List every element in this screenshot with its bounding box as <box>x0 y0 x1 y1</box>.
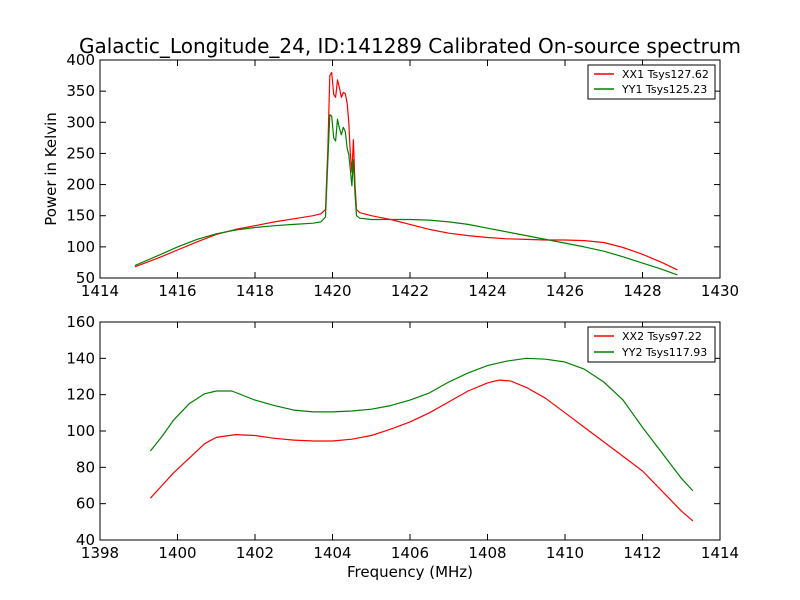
top-plot-series-line-1 <box>134 71 678 271</box>
bottom-plot-x-tick-label: 1410 <box>546 544 584 562</box>
bottom-plot-series-line-1 <box>149 379 694 522</box>
top-plot-legend: XX1 Tsys127.62 YY1 Tsys125.23 <box>587 64 716 100</box>
bottom-plot-x-tick-label: 1414 <box>701 544 739 562</box>
top-plot-y-tick-label: 100 <box>66 238 95 256</box>
top-plot-x-tick-label: 1416 <box>158 282 196 300</box>
bottom-plot-x-tick-label: 1400 <box>158 544 196 562</box>
top-plot-legend-label-xx1: XX1 Tsys127.62 <box>622 68 709 81</box>
top-plot-series-line-2 <box>134 114 678 276</box>
top-plot-x-tick-label: 1418 <box>236 282 274 300</box>
top-plot-x-tick-label: 1414 <box>81 282 119 300</box>
top-plot-x-tick-label: 1426 <box>546 282 584 300</box>
bottom-plot-legend: XX2 Tsys97.22 YY2 Tsys117.93 <box>587 326 716 363</box>
top-plot-y-tick-label: 350 <box>66 82 95 100</box>
bottom-plot-legend-label-xx2: XX2 Tsys97.22 <box>622 330 702 343</box>
bottom-plot-y-tick-label: 160 <box>66 313 95 331</box>
top-plot-y-axis-label: Power in Kelvin <box>42 112 60 226</box>
top-plot-legend-label-yy1: YY1 Tsys125.23 <box>621 83 707 96</box>
bottom-plot-x-tick-label: 1412 <box>623 544 661 562</box>
bottom-plot-ticks: 1398 1400 1402 1404 1406 1408 1410 1412 1414 40 60… <box>66 313 739 562</box>
top-plot-x-tick-label: 1424 <box>468 282 506 300</box>
bottom-plot-x-tick-label: 1402 <box>236 544 274 562</box>
bottom-plot-y-tick-label: 60 <box>76 495 95 513</box>
top-plot-ticks: 1414 1416 1418 1420 1422 1424 1426 1428 1430 50 10… <box>66 51 739 300</box>
top-plot-y-tick-label: 200 <box>66 176 95 194</box>
top-plot: 1414 1416 1418 1420 1422 1424 1426 1428 1430 50 10… <box>42 51 739 300</box>
bottom-plot-y-tick-label: 40 <box>76 531 95 549</box>
bottom-plot-lines <box>149 357 694 522</box>
top-plot-legend-box <box>587 64 716 100</box>
bottom-plot: 1398 1400 1402 1404 1406 1408 1410 1412 1414 40 60… <box>66 313 739 581</box>
top-plot-lines <box>134 71 678 276</box>
bottom-plot-x-tick-label: 1404 <box>313 544 351 562</box>
bottom-plot-x-axis-label: Frequency (MHz) <box>347 563 473 581</box>
top-plot-x-tick-label: 1428 <box>623 282 661 300</box>
bottom-plot-x-tick-label: 1398 <box>81 544 119 562</box>
bottom-plot-y-tick-label: 120 <box>66 386 95 404</box>
top-plot-y-tick-label: 150 <box>66 207 95 225</box>
top-plot-y-tick-label: 50 <box>76 269 95 287</box>
top-plot-y-tick-label: 400 <box>66 51 95 69</box>
bottom-plot-legend-label-yy2: YY2 Tsys117.93 <box>621 346 707 359</box>
top-plot-y-tick-label: 250 <box>66 144 95 162</box>
top-plot-x-tick-label: 1420 <box>313 282 351 300</box>
figure-title: Galactic_Longitude_24, ID:141289 Calibra… <box>79 34 741 58</box>
bottom-plot-x-tick-label: 1406 <box>391 544 429 562</box>
bottom-plot-legend-box <box>587 326 716 363</box>
bottom-plot-y-tick-label: 140 <box>66 349 95 367</box>
top-plot-x-tick-label: 1422 <box>391 282 429 300</box>
top-plot-y-tick-label: 300 <box>66 113 95 131</box>
top-plot-x-tick-label: 1430 <box>701 282 739 300</box>
bottom-plot-x-tick-label: 1408 <box>468 544 506 562</box>
bottom-plot-series-line-2 <box>149 357 694 492</box>
bottom-plot-y-tick-label: 80 <box>76 458 95 476</box>
bottom-plot-y-tick-label: 100 <box>66 422 95 440</box>
